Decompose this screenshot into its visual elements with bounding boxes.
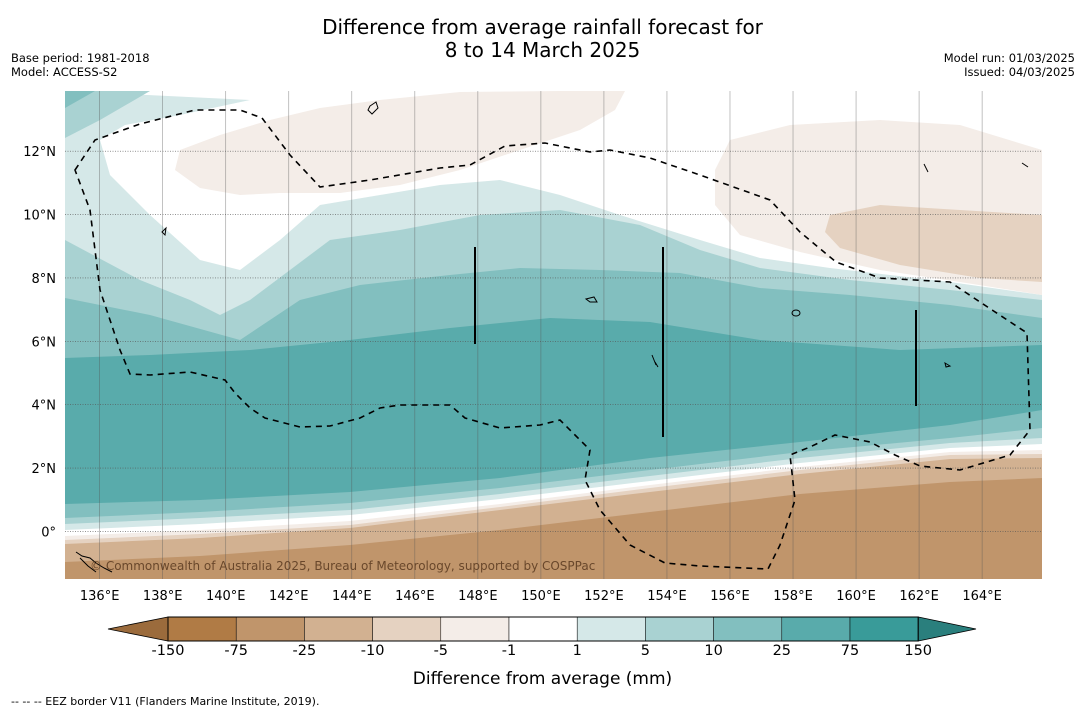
- colorbar-swatch: [781, 616, 851, 642]
- boundary-lines: [474, 247, 917, 437]
- colorbar-arrow-low: [107, 616, 169, 642]
- longitude-label: 162°E: [899, 589, 939, 604]
- colorbar: [107, 616, 977, 642]
- colorbar-tick-label: -150: [151, 643, 185, 659]
- colorbar-tick-label: 25: [772, 643, 792, 659]
- colorbar-swatch: [304, 616, 373, 642]
- colorbar-tick-label: -25: [292, 643, 317, 659]
- longitude-label: 136°E: [80, 589, 120, 604]
- base-period-text: Base period: 1981-2018: [11, 51, 150, 65]
- island-shape: [75, 551, 113, 573]
- longitude-label: 158°E: [773, 589, 813, 604]
- island-shape: [161, 226, 167, 237]
- graticule: [65, 91, 1042, 579]
- longitude-label: 150°E: [521, 589, 561, 604]
- model-run-text: Model run: 01/03/2025: [943, 51, 1075, 65]
- colorbar-tick-label: 5: [640, 643, 650, 659]
- map-title-line1: Difference from average rainfall forecas…: [322, 15, 763, 39]
- colorbar-swatch: [508, 616, 578, 642]
- model-text: Model: ACCESS-S2: [11, 65, 118, 79]
- longitude-label: 148°E: [458, 589, 498, 604]
- island-shape: [651, 354, 659, 368]
- latitude-label: 0°: [41, 525, 56, 540]
- colorbar-outline: [167, 616, 919, 642]
- latitude-labels: 12°N 10°N 8°N 6°N 4°N 2°N 0°: [23, 145, 56, 540]
- colorbar-arrow-high: [917, 616, 977, 642]
- eez-border: [74, 109, 1031, 570]
- map-title-line2: 8 to 14 March 2025: [444, 38, 641, 62]
- band-teal-corner: [65, 91, 150, 138]
- colorbar-tick-label: 10: [704, 643, 723, 659]
- colorbar-title: Difference from average (mm): [412, 669, 673, 689]
- colorbar-swatch: [576, 616, 646, 642]
- longitude-label: 160°E: [836, 589, 876, 604]
- latitude-label: 4°N: [32, 399, 57, 414]
- band-teal-corner-2: [65, 91, 95, 108]
- longitude-label: 164°E: [962, 589, 1002, 604]
- longitude-labels: 136°E 138°E 140°E 142°E 144°E 146°E 148°E 150°E…: [80, 589, 1002, 604]
- latitude-label: 6°N: [32, 335, 57, 350]
- band-5-1-dry-top: [175, 91, 625, 195]
- copyright-text: © Commonwealth of Australia 2025, Bureau…: [90, 559, 595, 573]
- longitude-label: 156°E: [710, 589, 750, 604]
- colorbar-swatch: [713, 616, 783, 642]
- issued-text: Issued: 04/03/2025: [964, 65, 1075, 79]
- eez-footnote: -- -- -- EEZ border V11 (Flanders Marine…: [11, 695, 320, 708]
- island-shape: [584, 296, 598, 303]
- colorbar-swatch: [440, 616, 510, 642]
- longitude-label: 140°E: [206, 589, 246, 604]
- colorbar-tick-label: 150: [904, 643, 933, 659]
- meta-left: Base period: 1981-2018 Model: ACCESS-S2: [11, 51, 150, 79]
- island-shape: [1021, 162, 1029, 168]
- island-shape: [791, 309, 801, 317]
- colorbar-swatch: [372, 616, 442, 642]
- meta-right: Model run: 01/03/2025 Issued: 04/03/2025: [944, 51, 1075, 79]
- colorbar-tick-label: 75: [840, 643, 860, 659]
- islands: [75, 101, 1029, 573]
- island-shape: [923, 163, 929, 173]
- colorbar-tick-label: -1: [501, 643, 517, 659]
- colorbar-tick-label: 1: [572, 643, 582, 659]
- colorbar-swatch: [849, 616, 919, 642]
- colorbar-swatch: [167, 616, 237, 642]
- latitude-label: 10°N: [23, 209, 56, 224]
- map-plot-area: © Commonwealth of Australia 2025, Bureau…: [65, 91, 1042, 579]
- longitude-label: 138°E: [143, 589, 183, 604]
- colorbar-tick-label: -5: [433, 643, 449, 659]
- latitude-label: 12°N: [23, 145, 56, 160]
- latitude-label: 2°N: [32, 462, 57, 477]
- longitude-label: 142°E: [269, 589, 309, 604]
- longitude-label: 154°E: [647, 589, 687, 604]
- longitude-label: 146°E: [395, 589, 435, 604]
- band-75-25-south: [65, 478, 1042, 579]
- colorbar-tick-label: -75: [224, 643, 249, 659]
- band-10-5-dry-right: [825, 205, 1042, 282]
- colorbar-swatch: [235, 616, 305, 642]
- colorbar-swatch: [645, 616, 714, 642]
- island-shape: [944, 361, 952, 368]
- colorbar-tick-label: -10: [360, 643, 385, 659]
- longitude-label: 152°E: [584, 589, 624, 604]
- longitude-label: 144°E: [332, 589, 372, 604]
- latitude-label: 8°N: [32, 272, 57, 287]
- island-shape: [367, 101, 379, 115]
